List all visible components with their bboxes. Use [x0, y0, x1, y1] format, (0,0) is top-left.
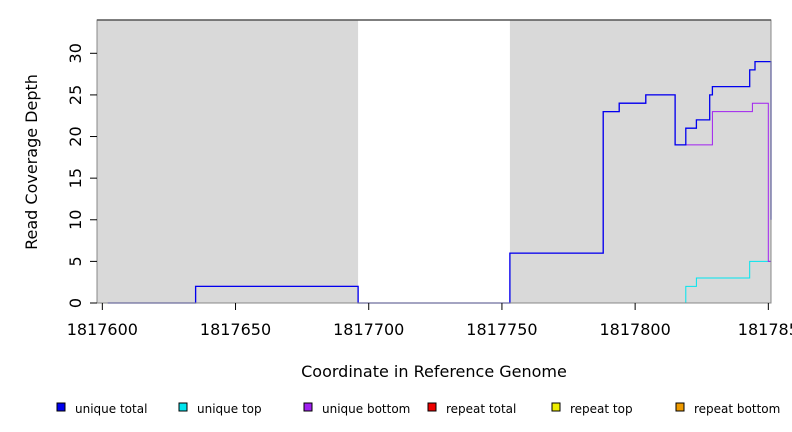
legend-label: repeat total: [446, 402, 516, 416]
axes-layer: 1817600 1817650 1817700 1817750 1817800 18178…: [66, 19, 792, 339]
y-tick-label: 5: [66, 256, 85, 266]
y-tick-label: 30: [66, 43, 85, 63]
shaded-region: [509, 20, 771, 303]
legend-swatch: [675, 402, 685, 412]
x-tick-label: 1817650: [200, 320, 271, 339]
y-tick-label: 0: [66, 298, 85, 308]
legend-label: repeat top: [570, 402, 633, 416]
shaded-region: [97, 20, 359, 303]
plot-background: [97, 20, 771, 303]
y-axis-title: Read Coverage Depth: [22, 74, 41, 250]
x-axis-title: Coordinate in Reference Genome: [301, 362, 567, 381]
x-tick-label: 1817800: [600, 320, 671, 339]
x-tick-label: 1817750: [466, 320, 537, 339]
y-tick-label: 10: [66, 210, 85, 230]
legend-swatch: [303, 402, 313, 412]
legend-swatch: [427, 402, 437, 412]
legend-label: repeat bottom: [694, 402, 780, 416]
legend-swatch: [178, 402, 188, 412]
legend-swatch: [56, 402, 66, 412]
y-tick-label: 20: [66, 126, 85, 146]
x-tick-label: 1817600: [67, 320, 138, 339]
legend-label: unique bottom: [322, 402, 410, 416]
x-tick-label: 1817700: [333, 320, 404, 339]
y-tick-label: 25: [66, 85, 85, 105]
y-tick-label: 15: [66, 168, 85, 188]
legend-swatch: [551, 402, 561, 412]
legend-label: unique top: [197, 402, 262, 416]
legend-label: unique total: [75, 402, 147, 416]
legend: unique total unique top unique bottom repea…: [56, 402, 780, 416]
x-tick-label: 181785: [738, 320, 792, 339]
series-line-unique-top: [509, 260, 771, 304]
